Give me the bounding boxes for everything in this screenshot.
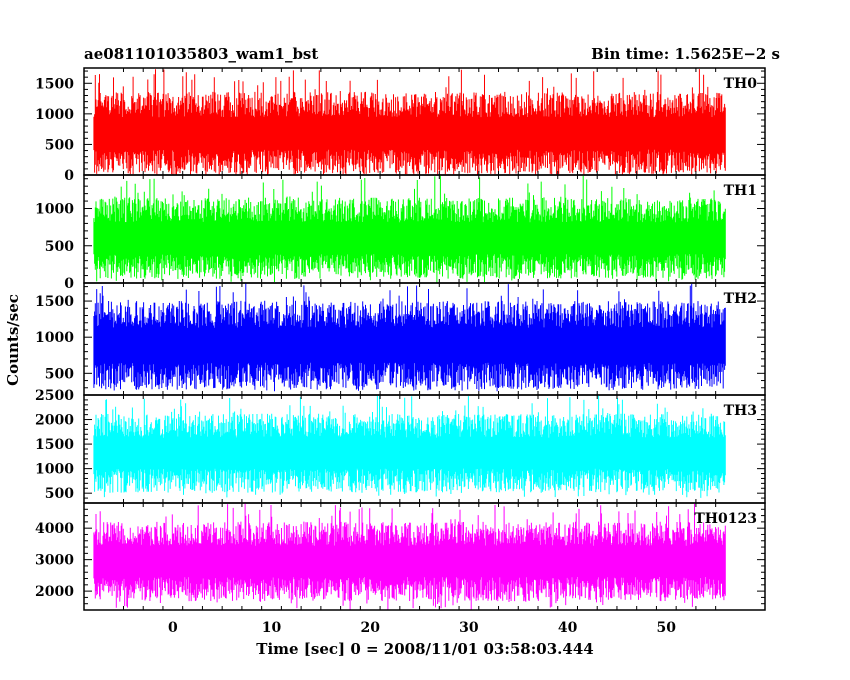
x-tick-label: 40 [558, 620, 578, 636]
chart-title: ae081101035803_wam1_bst [84, 45, 318, 63]
series-line-th0123 [93, 503, 726, 610]
panel-th2: 500 1000 1500 TH2 [35, 282, 766, 396]
x-tick-label: 20 [360, 620, 380, 636]
y-tick-label: 1000 [35, 202, 74, 218]
x-axis: 0 10 20 30 40 50 [168, 620, 676, 636]
series-line-th0 [93, 69, 726, 175]
x-tick-label: 50 [657, 620, 677, 636]
panel-th0123: 2000 3000 4000 TH0123 [35, 502, 766, 611]
y-tick-label: 1000 [35, 107, 74, 123]
y-tick-label: 500 [45, 239, 74, 255]
x-tick-label: 0 [168, 620, 178, 636]
panel-label-th0123: TH0123 [694, 511, 757, 527]
y-tick-label: 500 [45, 366, 74, 382]
y-tick-label: 0 [64, 168, 74, 184]
panel-label-th0: TH0 [724, 76, 758, 92]
x-axis-label: Time [sec] 0 = 2008/11/01 03:58:03.444 [256, 640, 593, 658]
y-tick-label: 2000 [35, 413, 74, 429]
x-tick-label: 10 [262, 620, 282, 636]
x-tick-label: 30 [459, 620, 479, 636]
y-tick-label: 1000 [35, 330, 74, 346]
panel-th0: 0 500 1000 1500 TH0 [35, 67, 766, 184]
y-tick-label: 1500 [35, 76, 74, 92]
series-line-th3 [93, 395, 726, 498]
series-line-th2 [93, 283, 726, 392]
y-tick-label: 1000 [35, 462, 74, 478]
y-tick-label: 500 [45, 486, 74, 502]
y-tick-label: 3000 [35, 553, 74, 569]
panel-label-th2: TH2 [724, 291, 757, 307]
panels-group: 0 500 1000 1500 TH0 0 500 1000 TH1 500 1000 1500 TH2… [35, 67, 766, 611]
panel-label-th1: TH1 [724, 183, 757, 199]
series-line-th1 [93, 175, 726, 283]
y-tick-label: 0 [64, 276, 74, 292]
y-tick-label: 1500 [35, 294, 74, 310]
panel-frame [83, 502, 766, 611]
y-tick-label: 2000 [35, 584, 74, 600]
y-tick-label: 4000 [35, 521, 74, 537]
y-tick-label: 2500 [35, 388, 74, 404]
panel-label-th3: TH3 [724, 403, 757, 419]
panel-th3: 500 1000 1500 2000 2500 TH3 [35, 388, 766, 504]
y-axis-label: Counts/sec [4, 294, 22, 386]
y-tick-label: 500 [45, 137, 74, 153]
panel-th1: 0 500 1000 TH1 [35, 174, 766, 292]
y-tick-label: 1500 [35, 437, 74, 453]
bin-time-label: Bin time: 1.5625E−2 s [591, 45, 780, 63]
